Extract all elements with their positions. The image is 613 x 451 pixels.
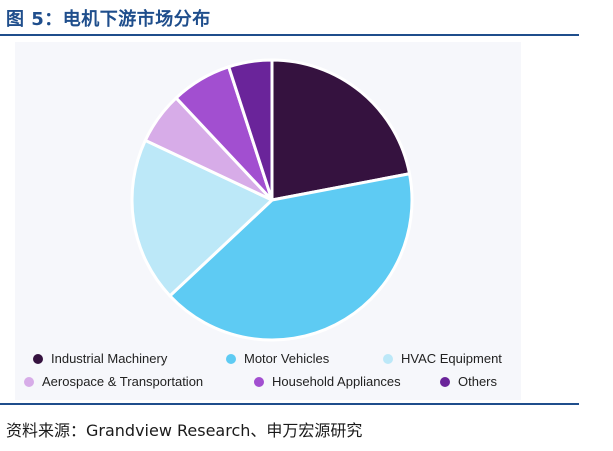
pie-slice-industrial-machinery [270, 58, 412, 202]
legend-swatch [33, 353, 43, 364]
legend-label: Others [458, 374, 498, 389]
figure-title: 图 5：电机下游市场分布 [6, 9, 211, 30]
legend-item: Aerospace & Transportation [24, 374, 203, 389]
legend-label: HVAC Equipment [401, 351, 502, 366]
legend-label: Industrial Machinery [51, 351, 168, 366]
pie-slice-hvac-equipment [130, 138, 274, 298]
source-divider [0, 403, 579, 405]
pie-slice-others [227, 58, 274, 202]
legend-item: HVAC Equipment [383, 351, 502, 366]
legend-item: Others [440, 374, 497, 389]
legend-label: Household Appliances [272, 374, 401, 389]
legend-label: Aerospace & Transportation [42, 374, 204, 389]
legend-swatch [440, 376, 450, 387]
legend-item: Industrial Machinery [33, 351, 167, 366]
legend-item: Motor Vehicles [226, 351, 329, 366]
source-note: 资料来源：Grandview Research、申万宏源研究 [6, 421, 363, 440]
title-divider [0, 34, 579, 36]
legend-swatch [24, 376, 34, 387]
legend-swatch [226, 353, 236, 364]
legend-swatch [254, 376, 264, 387]
pie-slice-motor-vehicles [168, 172, 414, 342]
legend-item: Household Appliances [254, 374, 401, 389]
legend-label: Motor Vehicles [244, 351, 330, 366]
legend-swatch [383, 353, 393, 364]
